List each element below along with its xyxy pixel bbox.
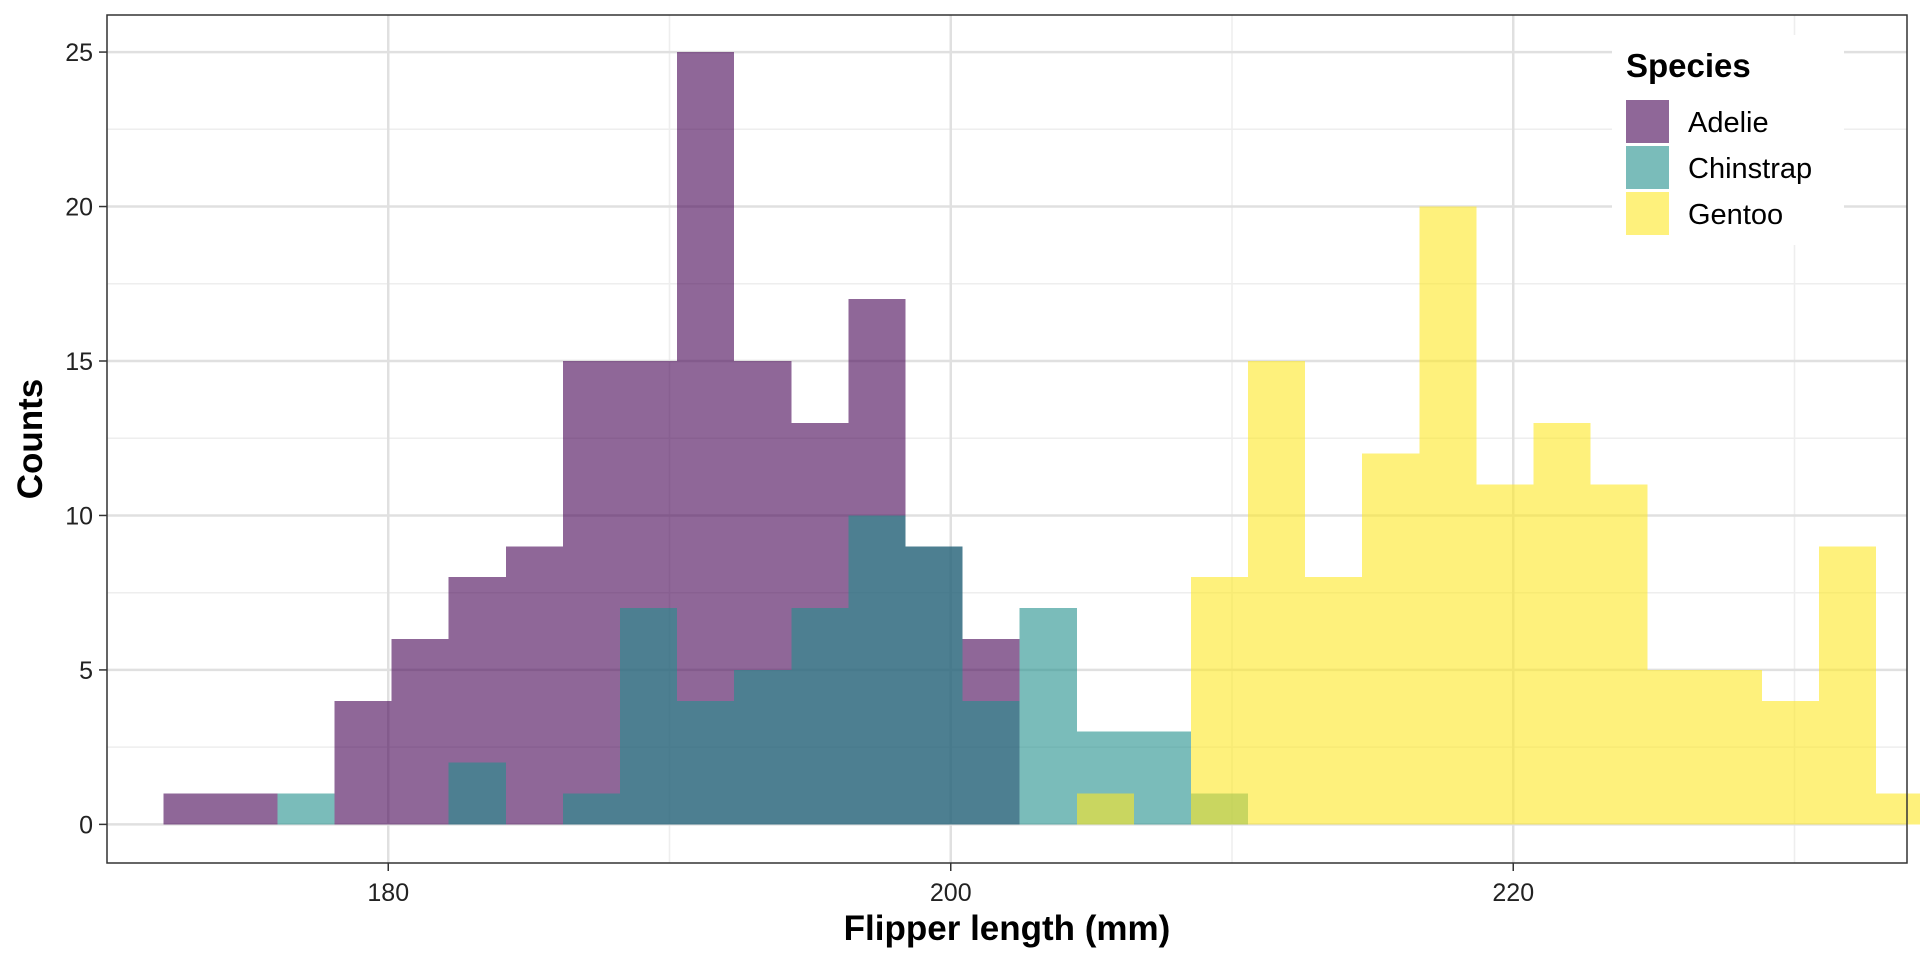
bar-chinstrap [791, 608, 849, 825]
legend-items: Adelie Chinstrap Gentoo [1626, 100, 1812, 235]
bar-adelie [220, 793, 278, 825]
bar-adelie [562, 360, 620, 825]
y-tick-label: 0 [79, 811, 93, 839]
legend-label-gentoo: Gentoo [1688, 199, 1783, 231]
legend-key-adelie [1626, 100, 1669, 143]
y-tick-label: 10 [65, 502, 93, 530]
x-axis-title: Flipper length (mm) [844, 909, 1171, 948]
bar-chinstrap [562, 793, 620, 825]
bar-adelie [163, 793, 221, 825]
x-tick-label: 180 [367, 879, 409, 907]
bar-chinstrap [962, 700, 1020, 825]
bar-gentoo [1533, 422, 1591, 825]
y-tick-label: 15 [65, 348, 93, 376]
bar-chinstrap [277, 793, 335, 825]
bar-chinstrap [448, 762, 506, 825]
legend-key-gentoo [1626, 192, 1669, 235]
bar-gentoo [1704, 669, 1762, 825]
bar-adelie [677, 52, 735, 825]
bar-gentoo [1076, 793, 1134, 825]
bar-adelie [334, 700, 392, 825]
bar-gentoo [1362, 453, 1420, 825]
x-tick-label: 200 [930, 879, 972, 907]
legend-label-chinstrap: Chinstrap [1688, 153, 1812, 185]
bar-chinstrap [734, 669, 792, 825]
bar-gentoo [1590, 484, 1648, 825]
bar-adelie [391, 639, 449, 825]
bar-gentoo [1647, 669, 1705, 825]
histogram-bars [163, 52, 1920, 825]
bar-gentoo [1761, 700, 1819, 825]
bar-gentoo [1419, 206, 1477, 825]
bar-chinstrap [1133, 731, 1191, 825]
y-tick-label: 5 [79, 657, 93, 685]
series-gentoo [1076, 206, 1920, 825]
bar-chinstrap [848, 515, 906, 825]
bar-gentoo [1305, 577, 1363, 825]
axis-ticks: 180 200 220 0 5 10 15 20 25 [65, 39, 1534, 907]
bar-gentoo [1476, 484, 1534, 825]
plot-panel-border [106, 14, 1908, 864]
y-tick-label: 20 [65, 194, 93, 222]
legend-title: Species [1626, 47, 1751, 84]
bar-chinstrap [620, 608, 678, 825]
y-axis-title: Counts [11, 379, 50, 500]
y-tick-label: 25 [65, 39, 93, 67]
bar-gentoo [1818, 546, 1877, 825]
legend-label-adelie: Adelie [1688, 107, 1769, 139]
bar-chinstrap [677, 700, 735, 825]
bar-gentoo [1876, 793, 1920, 825]
bar-chinstrap [905, 546, 963, 825]
x-tick-label: 220 [1492, 879, 1534, 907]
bar-gentoo [1248, 360, 1306, 825]
legend: Species Adelie Chinstrap Gentoo [1612, 35, 1844, 245]
bar-gentoo [1190, 577, 1249, 825]
legend-key-chinstrap [1626, 146, 1669, 189]
bar-chinstrap [1019, 608, 1077, 825]
bar-adelie [505, 546, 563, 825]
